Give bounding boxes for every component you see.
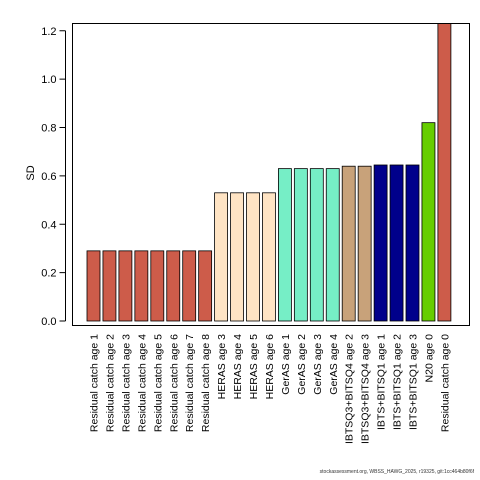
x-tick-label: IBTSQ3+BITSQ4 age 3: [360, 334, 372, 444]
y-tick-label: 0.0: [41, 316, 56, 328]
x-tick-label: Residual catch age 0: [439, 334, 451, 432]
bar: [230, 192, 244, 322]
x-tick-label: IBTS+BITSQ1 age 1: [376, 334, 388, 430]
bar: [86, 250, 101, 322]
y-tick-label: 1.0: [41, 74, 56, 86]
y-tick-label: 0.4: [41, 219, 56, 231]
bar: [421, 122, 436, 322]
x-tick-label: Residual catch age 6: [168, 334, 180, 432]
x-tick-label: IBTSQ3+BITSQ4 age 2: [344, 334, 356, 444]
bar: [150, 250, 165, 322]
x-tick-label: Residual catch age 7: [184, 334, 196, 432]
bar: [182, 250, 197, 322]
bar: [166, 250, 181, 322]
x-tick-label: HERAS age 4: [232, 334, 244, 400]
x-tick-label: Residual catch age 8: [200, 334, 212, 432]
x-tick-label: Residual catch age 5: [152, 334, 164, 432]
x-tick-label: Residual catch age 1: [89, 334, 101, 432]
y-tick-label: 1.2: [41, 26, 56, 38]
y-tick-label: 0.6: [41, 171, 56, 183]
bar: [309, 168, 324, 322]
y-tick-label: 0.2: [41, 268, 56, 280]
bar: [357, 165, 372, 322]
footnote: stockassessment.org, WBSS_HAWG_2025, r19…: [319, 469, 474, 475]
bar: [325, 168, 340, 322]
plot-frame: [72, 23, 470, 326]
bar: [118, 250, 133, 322]
x-tick-label: HERAS age 3: [216, 334, 228, 400]
bar: [246, 192, 260, 322]
bar: [102, 250, 117, 322]
bar: [277, 168, 292, 322]
bar: [437, 23, 452, 322]
bar: [405, 164, 420, 322]
bar: [134, 250, 149, 322]
bar: [262, 192, 276, 322]
bar: [214, 192, 229, 322]
bar: [389, 164, 404, 322]
bar: [373, 164, 388, 322]
x-tick-label: IBTS+BITSQ1 age 3: [408, 334, 420, 430]
bar: [341, 165, 356, 322]
x-tick-label: GerAS age 3: [312, 334, 324, 395]
bar: [293, 168, 308, 322]
x-tick-label: IBTS+BITSQ1 age 2: [392, 334, 404, 430]
bars: [86, 23, 452, 322]
x-tick-label: Residual catch age 3: [120, 334, 132, 432]
x-tick-label: GerAS age 2: [296, 334, 308, 395]
x-tick-label: GerAS age 1: [280, 334, 292, 395]
x-tick-label: N20 age 0: [423, 334, 435, 383]
x-tick-label: Residual catch age 2: [104, 334, 116, 432]
y-axis-title: SD: [25, 165, 37, 180]
x-tick-label: Residual catch age 4: [136, 334, 148, 432]
x-tick-label: GerAS age 4: [328, 334, 340, 395]
y-axis: 0.0 0.2 0.4 0.6 0.8 1.0 1.2: [41, 26, 66, 328]
x-tick-label: HERAS age 5: [248, 334, 260, 400]
bar: [198, 250, 213, 322]
x-tick-label: HERAS age 6: [264, 334, 276, 400]
x-axis-labels: Residual catch age 1 Residual catch age 2…: [89, 334, 452, 444]
y-tick-label: 0.8: [41, 123, 56, 135]
